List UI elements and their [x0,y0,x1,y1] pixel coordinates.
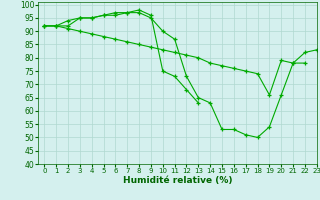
X-axis label: Humidité relative (%): Humidité relative (%) [123,176,232,185]
